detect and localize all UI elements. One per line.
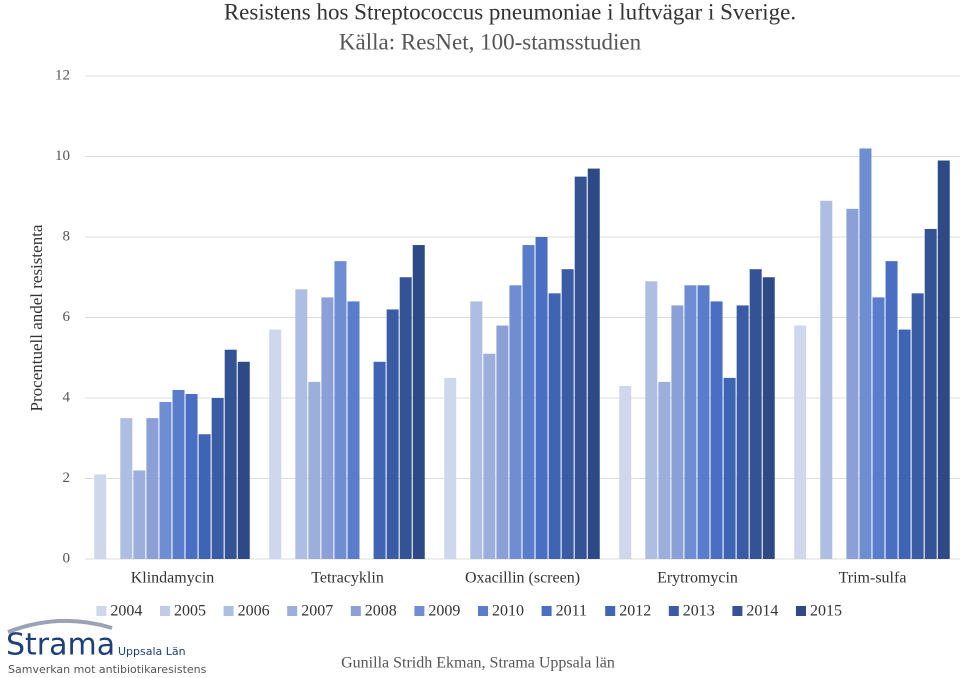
legend-label: 2005: [174, 603, 206, 620]
legend-label: 2015: [810, 603, 842, 620]
bar: [574, 176, 587, 559]
footer: Gunilla Stridh Ekman, Strama Uppsala län: [341, 655, 615, 672]
bar: [444, 377, 457, 559]
bar: [645, 281, 658, 559]
bar: [658, 381, 671, 559]
legend-label: 2013: [683, 603, 715, 620]
bar: [334, 261, 347, 559]
bar: [399, 277, 412, 559]
legend-swatch: [732, 606, 743, 616]
bar: [159, 402, 172, 559]
bar: [820, 200, 833, 559]
y-tick-label: 0: [63, 550, 71, 566]
bar: [749, 269, 762, 559]
legend-swatch: [478, 606, 488, 616]
y-tick-label: 6: [63, 309, 71, 325]
bar: [386, 309, 399, 559]
x-tick-label: Klindamycin: [131, 570, 215, 587]
logo-name: Strama: [6, 628, 115, 663]
bar: [794, 325, 807, 559]
bar: [94, 474, 107, 559]
legend-label: 2009: [428, 603, 460, 620]
x-tick-label: Tetracyklin: [311, 570, 384, 587]
legend-swatch: [605, 606, 616, 616]
legend-label: 2012: [619, 603, 651, 620]
logo: Strama Uppsala Län Samverkan mot antibio…: [6, 618, 207, 676]
bar: [859, 148, 872, 559]
bar: [548, 293, 561, 559]
bar: [535, 237, 548, 559]
y-tick-label: 2: [63, 470, 71, 486]
bar: [762, 277, 775, 559]
bar: [237, 361, 250, 559]
bar: [198, 434, 211, 559]
y-tick-label: 12: [55, 67, 70, 83]
bar: [723, 377, 736, 559]
legend-swatch: [541, 606, 552, 616]
bar: [470, 301, 483, 559]
bar: [185, 393, 198, 559]
bar: [509, 285, 522, 559]
bar: [211, 398, 224, 559]
legend-label: 2014: [746, 603, 778, 620]
legend-label: 2007: [301, 603, 333, 620]
legend-label: 2011: [556, 603, 587, 620]
logo-region: Uppsala Län: [118, 645, 186, 658]
bar: [937, 160, 950, 559]
bar: [321, 297, 334, 559]
bar: [924, 228, 937, 559]
x-tick-label: Trim-sulfa: [839, 570, 907, 587]
legend-label: 2008: [365, 603, 397, 620]
bar: [671, 305, 684, 559]
bar: [133, 470, 146, 559]
bar: [587, 168, 600, 559]
bar: [885, 261, 898, 559]
legend-swatch: [287, 606, 298, 616]
bar: [373, 361, 386, 559]
legend-swatch: [223, 606, 234, 616]
bar: [308, 381, 321, 559]
bar: [412, 245, 425, 560]
bar: [684, 285, 697, 559]
chart-title: Resistens hos Streptococcus pneumoniae i…: [224, 0, 796, 24]
x-tick-label: Erytromycin: [657, 570, 738, 587]
legend-label: 2004: [110, 603, 142, 620]
legend-swatch: [160, 606, 170, 616]
logo-arc: [7, 618, 113, 634]
bar: [172, 389, 185, 559]
bar: [619, 385, 632, 559]
chart-subtitle: Källa: ResNet, 100-stamsstudien: [339, 29, 642, 54]
bar: [736, 305, 749, 559]
bar: [347, 301, 360, 559]
legend-swatch: [96, 606, 107, 616]
legend-swatch: [668, 606, 679, 616]
bar: [898, 329, 911, 559]
bar: [496, 325, 509, 559]
y-tick-label: 10: [55, 148, 70, 164]
bar: [295, 289, 308, 559]
bar: [710, 301, 723, 559]
bar: [146, 418, 159, 559]
legend-swatch: [350, 606, 361, 616]
bar: [522, 245, 535, 560]
bar: [483, 353, 496, 559]
y-tick-label: 4: [63, 389, 71, 405]
legend-swatch: [414, 606, 425, 616]
bar: [846, 208, 859, 559]
legend-label: 2010: [492, 603, 524, 620]
bar: [872, 297, 885, 559]
bar: [269, 329, 282, 559]
bar: [224, 349, 237, 559]
bar: [561, 269, 574, 559]
bar: [120, 418, 133, 559]
logo-tagline: Samverkan mot antibiotikaresistens: [8, 663, 207, 676]
legend-swatch: [796, 606, 806, 616]
y-tick-label: 8: [63, 228, 71, 244]
x-tick-label: Oxacillin (screen): [465, 570, 580, 587]
legend-label: 2006: [238, 603, 270, 620]
bar: [697, 285, 710, 559]
bar: [911, 293, 924, 559]
y-axis-label: Procentuell andel resistenta: [27, 224, 46, 411]
